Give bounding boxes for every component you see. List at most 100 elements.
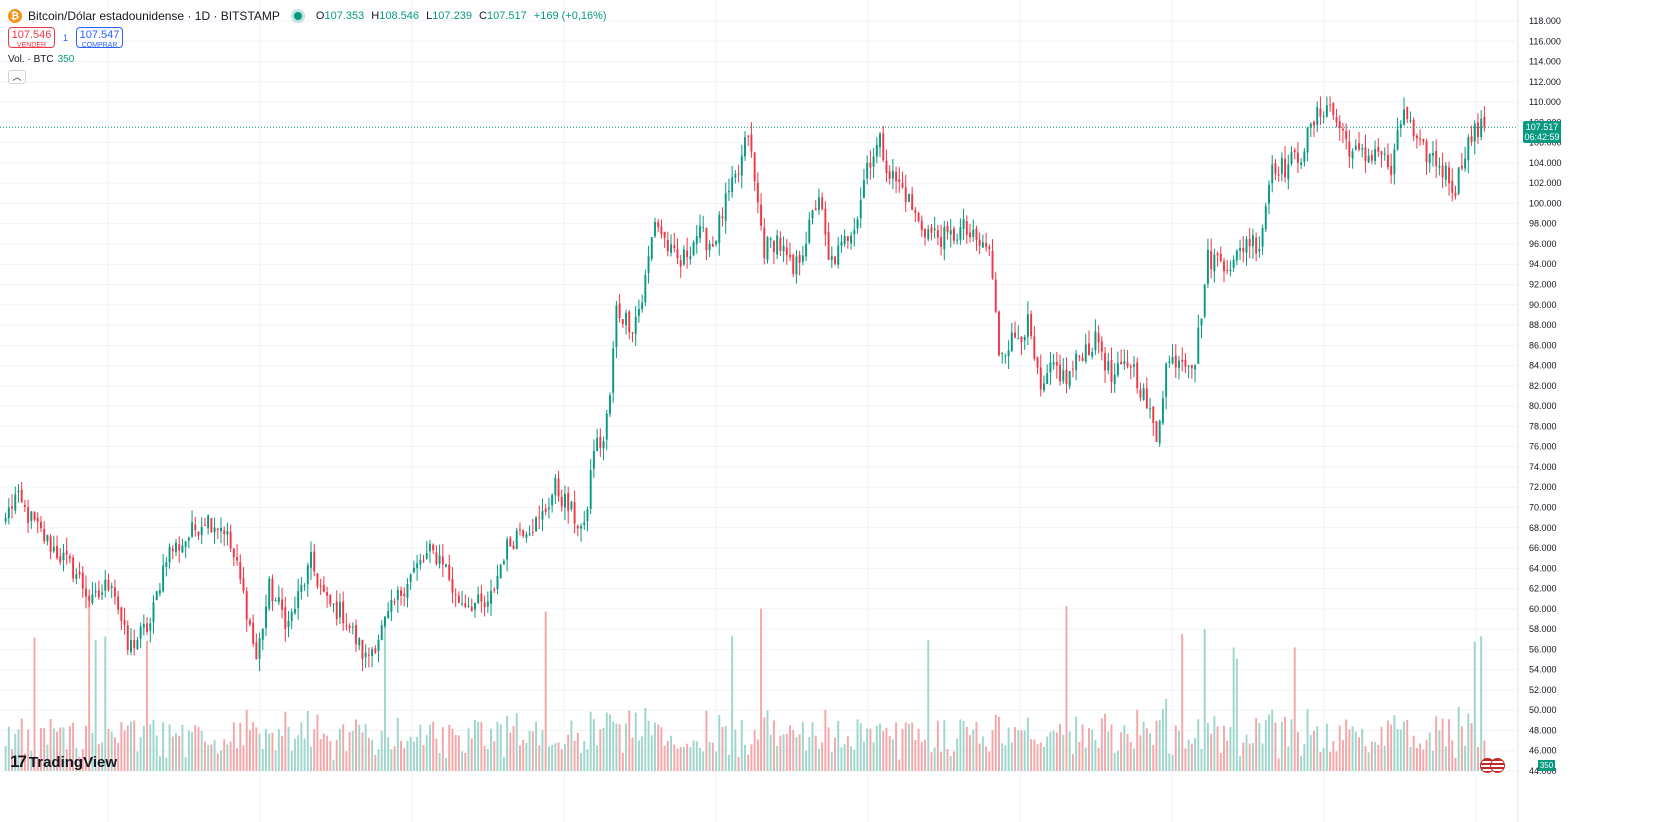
volume-bar	[978, 743, 981, 771]
volume-bar	[40, 727, 42, 771]
volume-bar	[554, 743, 557, 771]
volume-bar	[1200, 748, 1203, 771]
candle-body	[1476, 122, 1479, 138]
volume-bar	[146, 640, 149, 771]
candle-body	[200, 526, 203, 536]
volume-bar	[461, 751, 464, 771]
volume-bar	[940, 751, 943, 771]
volume-bar	[335, 739, 338, 771]
candle-body	[1020, 336, 1023, 343]
volume-bar	[1316, 726, 1319, 771]
volume-bar	[1367, 752, 1370, 771]
candle-body	[1178, 360, 1180, 368]
candle-body	[316, 573, 319, 587]
open-label: O	[315, 10, 325, 22]
volume-bar	[136, 751, 139, 771]
candle-body	[499, 564, 502, 579]
volume-bar	[117, 743, 120, 771]
sell-label: VENDER	[16, 42, 47, 49]
volume-bar	[1245, 734, 1248, 771]
candle-body	[1338, 121, 1341, 129]
candle-body	[657, 222, 660, 228]
volume-bar	[223, 739, 226, 771]
volume-bar	[207, 745, 210, 771]
volume-bar	[1470, 723, 1473, 771]
volume-bar	[496, 721, 499, 771]
chevron-up-icon[interactable]: ︿	[8, 70, 26, 84]
candle-body	[52, 546, 55, 552]
candle-body	[1264, 206, 1267, 230]
candle-body	[605, 413, 608, 440]
volume-bar	[338, 728, 341, 771]
candle-body	[1309, 123, 1312, 128]
volume-bar	[326, 735, 329, 771]
candle-body	[570, 501, 573, 510]
y-tick-label: 98.000	[1529, 219, 1557, 229]
candle-body	[461, 603, 464, 605]
volume-bar	[14, 733, 17, 771]
volume-bar	[609, 714, 611, 771]
volume-bar	[110, 731, 113, 771]
volume-bar	[1393, 715, 1396, 771]
volume-bar	[615, 723, 618, 771]
volume-bar	[602, 728, 605, 771]
candle-body	[1142, 388, 1145, 401]
candle-body	[972, 229, 975, 238]
candle-body	[1094, 331, 1097, 351]
volume-bar	[1287, 746, 1290, 771]
volume-bar	[1309, 735, 1312, 771]
candle-body	[760, 204, 763, 226]
volume-bar	[1441, 718, 1444, 771]
volume-bar	[782, 734, 785, 771]
volume-bar	[1071, 754, 1074, 771]
candle-body	[1165, 363, 1168, 397]
volume-bar	[952, 751, 955, 771]
volume-bar	[355, 719, 357, 771]
candle-body	[435, 552, 438, 564]
candle-body	[56, 545, 59, 559]
volume-bar	[1403, 721, 1405, 771]
buy-button[interactable]: 107.547 COMPRAR	[76, 27, 124, 49]
volume-bar	[197, 727, 200, 771]
candle-body	[1110, 360, 1113, 383]
candle-body	[1271, 164, 1274, 184]
y-tick-label: 88.000	[1529, 320, 1557, 330]
price-axis[interactable]: 118.000116.000114.000112.000110.000108.0…	[1529, 16, 1562, 776]
tradingview-logo[interactable]: 17 TradingView	[10, 752, 117, 772]
candle-body	[1107, 361, 1110, 371]
sell-button[interactable]: 107.546 VENDER	[8, 27, 55, 49]
candle-body	[949, 230, 952, 235]
candle-body	[956, 239, 959, 241]
candle-body	[1383, 153, 1386, 155]
candle-body	[4, 517, 7, 522]
volume-bar	[1300, 756, 1303, 771]
candle-body	[1235, 250, 1238, 261]
y-tick-label: 50.000	[1529, 705, 1557, 715]
volume-bar	[621, 752, 624, 771]
volume-legend[interactable]: Vol. · BTC 350	[8, 54, 611, 65]
candle-body	[293, 608, 296, 614]
volume-bar	[1271, 709, 1274, 771]
volume-bar	[300, 722, 303, 771]
candle-body	[769, 238, 772, 240]
volume-bar	[351, 731, 354, 771]
candle-body	[936, 230, 939, 238]
volume-bar	[162, 722, 165, 771]
volume-bar	[969, 735, 971, 771]
candle-body	[650, 237, 653, 259]
symbol-title[interactable]: Bitcoin/Dólar estadounidense · 1D · BITS…	[28, 9, 280, 23]
candle-body	[615, 305, 618, 347]
volume-bar	[409, 736, 412, 771]
candle-body	[239, 562, 242, 580]
candle-body	[1290, 152, 1293, 164]
candle-body	[203, 524, 206, 526]
candle-body	[1023, 336, 1026, 341]
candle-body	[1377, 146, 1380, 152]
candle-body	[310, 552, 312, 568]
candle-body	[756, 182, 759, 203]
candle-body	[367, 654, 370, 656]
candle-body	[191, 522, 194, 537]
candle-body	[708, 243, 711, 250]
volume-bar	[377, 749, 380, 771]
